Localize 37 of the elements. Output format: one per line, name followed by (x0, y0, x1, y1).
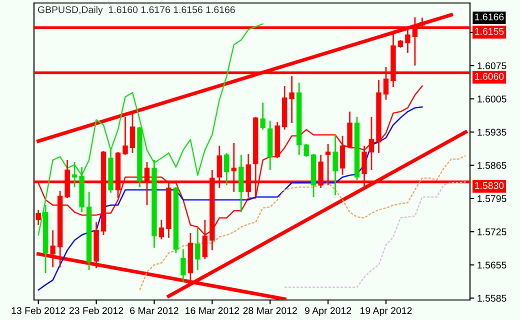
ref-line-label: 1.5830 (475, 182, 504, 190)
x-tick-label: 19 Apr 2012 (360, 307, 412, 316)
y-tick-label: 1.6005 (478, 96, 506, 102)
candlestick (340, 135, 346, 176)
ref-line-label: 1.6155 (475, 28, 504, 35)
candlestick (347, 110, 352, 148)
candlestick (332, 134, 338, 196)
y-tick-label: 1.5795 (478, 195, 506, 202)
candlestick (158, 219, 164, 240)
candlestick (289, 75, 294, 124)
candlestick (36, 209, 41, 226)
line-series (139, 155, 466, 291)
y-tick-label: 1.5725 (478, 228, 506, 236)
candlestick (368, 116, 374, 171)
y-tick-label: 1.5865 (478, 162, 506, 169)
x-tick-label: 6 Mar 2012 (130, 307, 178, 314)
candlestick (260, 102, 266, 130)
text: 1.6166 (475, 14, 504, 20)
x-tick-label: 16 Mar 2012 (186, 307, 239, 314)
y-tick-label: 1.5585 (478, 294, 506, 302)
candlestick (72, 161, 78, 188)
x-tick-label: 28 Mar 2012 (243, 307, 297, 314)
x-tick-label: 9 Apr 2012 (304, 307, 352, 316)
candlestick (224, 152, 230, 186)
chart-title: GBPUSD,Daily 1.6160 1.6176 1.6156 1.6166 (38, 6, 235, 16)
line-series (38, 23, 264, 236)
x-tick-label: 13 Feb 2012 (12, 306, 66, 314)
candlestick (195, 226, 200, 271)
y-tick-label: 1.6075 (478, 62, 506, 70)
line-series (38, 106, 423, 291)
candlestick (180, 248, 186, 283)
y-tick-label: 1.5655 (478, 262, 506, 269)
ref-line-label: 1.6060 (475, 73, 504, 80)
y-tick-label: 1.5935 (478, 128, 506, 136)
x-tick-label: 23 Feb 2012 (69, 306, 124, 314)
candlestick (304, 143, 309, 158)
line-series (284, 181, 466, 288)
